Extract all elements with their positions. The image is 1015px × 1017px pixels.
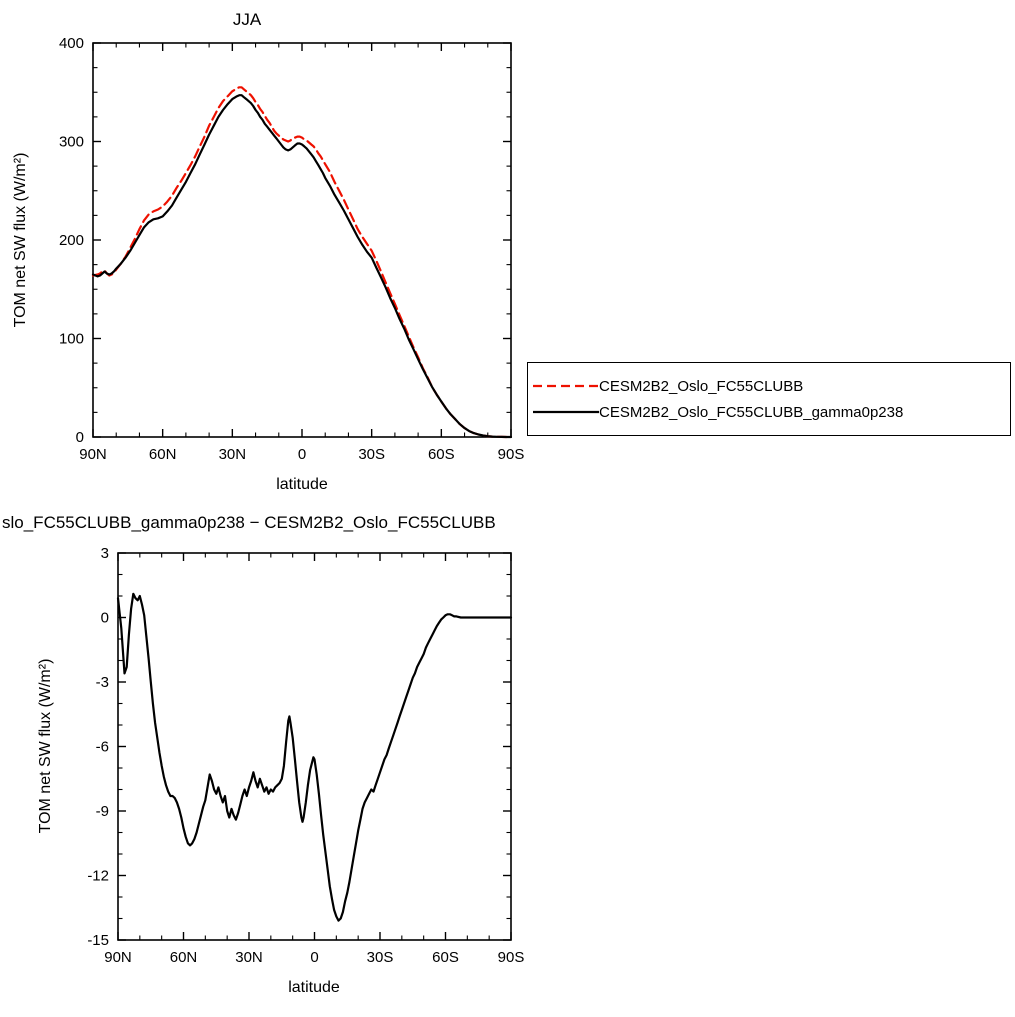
bottom-chart-title: slo_FC55CLUBB_gamma0p238 − CESM2B2_Oslo_… [2, 513, 496, 532]
series-line-difference [116, 592, 513, 922]
legend-entry-solid: CESM2B2_Oslo_FC55CLUBB_gamma0p238 [533, 404, 1010, 421]
bottom-chart-ylabel: TOM net SW flux (W/m²) [37, 659, 54, 834]
y-tick-label: -6 [96, 739, 109, 756]
legend-label: CESM2B2_Oslo_FC55CLUBB_gamma0p238 [599, 403, 904, 421]
x-tick-label: 90N [79, 446, 107, 463]
x-tick-label: 60N [149, 446, 177, 463]
y-tick-label: 0 [76, 429, 84, 446]
series-line-CESM2B2_Oslo_FC55CLUBB_gamma0p238 [91, 94, 513, 439]
legend-label: CESM2B2_Oslo_FC55CLUBB [599, 377, 804, 395]
top-chart-panel: 90N 60N 30N 0 30S 60S 90S 0 100 200 300 400 [59, 35, 524, 463]
y-tick-label: -3 [96, 674, 109, 691]
top-chart-title: JJA [233, 10, 262, 29]
legend-line-sample-black-solid [533, 410, 599, 414]
x-tick-label: 90N [104, 949, 132, 966]
y-tick-label: 3 [101, 545, 109, 562]
y-tick-label: 200 [59, 232, 84, 249]
x-tick-label: 60N [170, 949, 198, 966]
top-chart-xlabel: latitude [276, 476, 328, 493]
x-tick-label: 30N [235, 949, 263, 966]
x-tick-label: 30S [367, 949, 394, 966]
y-tick-label: -15 [87, 932, 109, 949]
legend-box: CESM2B2_Oslo_FC55CLUBB CESM2B2_Oslo_FC55… [527, 362, 1011, 436]
y-tick-label: 100 [59, 331, 84, 348]
y-tick-label: 300 [59, 134, 84, 151]
y-tick-label: 400 [59, 35, 84, 52]
legend-entry-dashed: CESM2B2_Oslo_FC55CLUBB [533, 378, 1010, 395]
x-tick-label: 0 [298, 446, 306, 463]
y-tick-label: 0 [101, 610, 109, 627]
bottom-chart-xlabel: latitude [288, 979, 340, 996]
x-tick-label: 90S [498, 446, 525, 463]
x-tick-label: 30N [219, 446, 247, 463]
plot-frame [92, 42, 512, 438]
y-tick-label: -9 [96, 803, 109, 820]
x-tick-label: 30S [358, 446, 385, 463]
x-tick-label: 60S [432, 949, 459, 966]
x-tick-label: 60S [428, 446, 455, 463]
top-chart-ylabel: TOM net SW flux (W/m²) [12, 153, 29, 328]
bottom-chart-panel: 90N 60N 30N 0 30S 60S 90S 3 0 -3 -6 -9 -12 -15 [87, 545, 524, 966]
plot-frame [117, 552, 512, 941]
x-tick-label: 90S [498, 949, 525, 966]
y-tick-label: -12 [87, 868, 109, 885]
x-tick-label: 0 [310, 949, 318, 966]
series-line-CESM2B2_Oslo_FC55CLUBB [91, 86, 513, 439]
legend-line-sample-red-dashed [533, 384, 599, 388]
